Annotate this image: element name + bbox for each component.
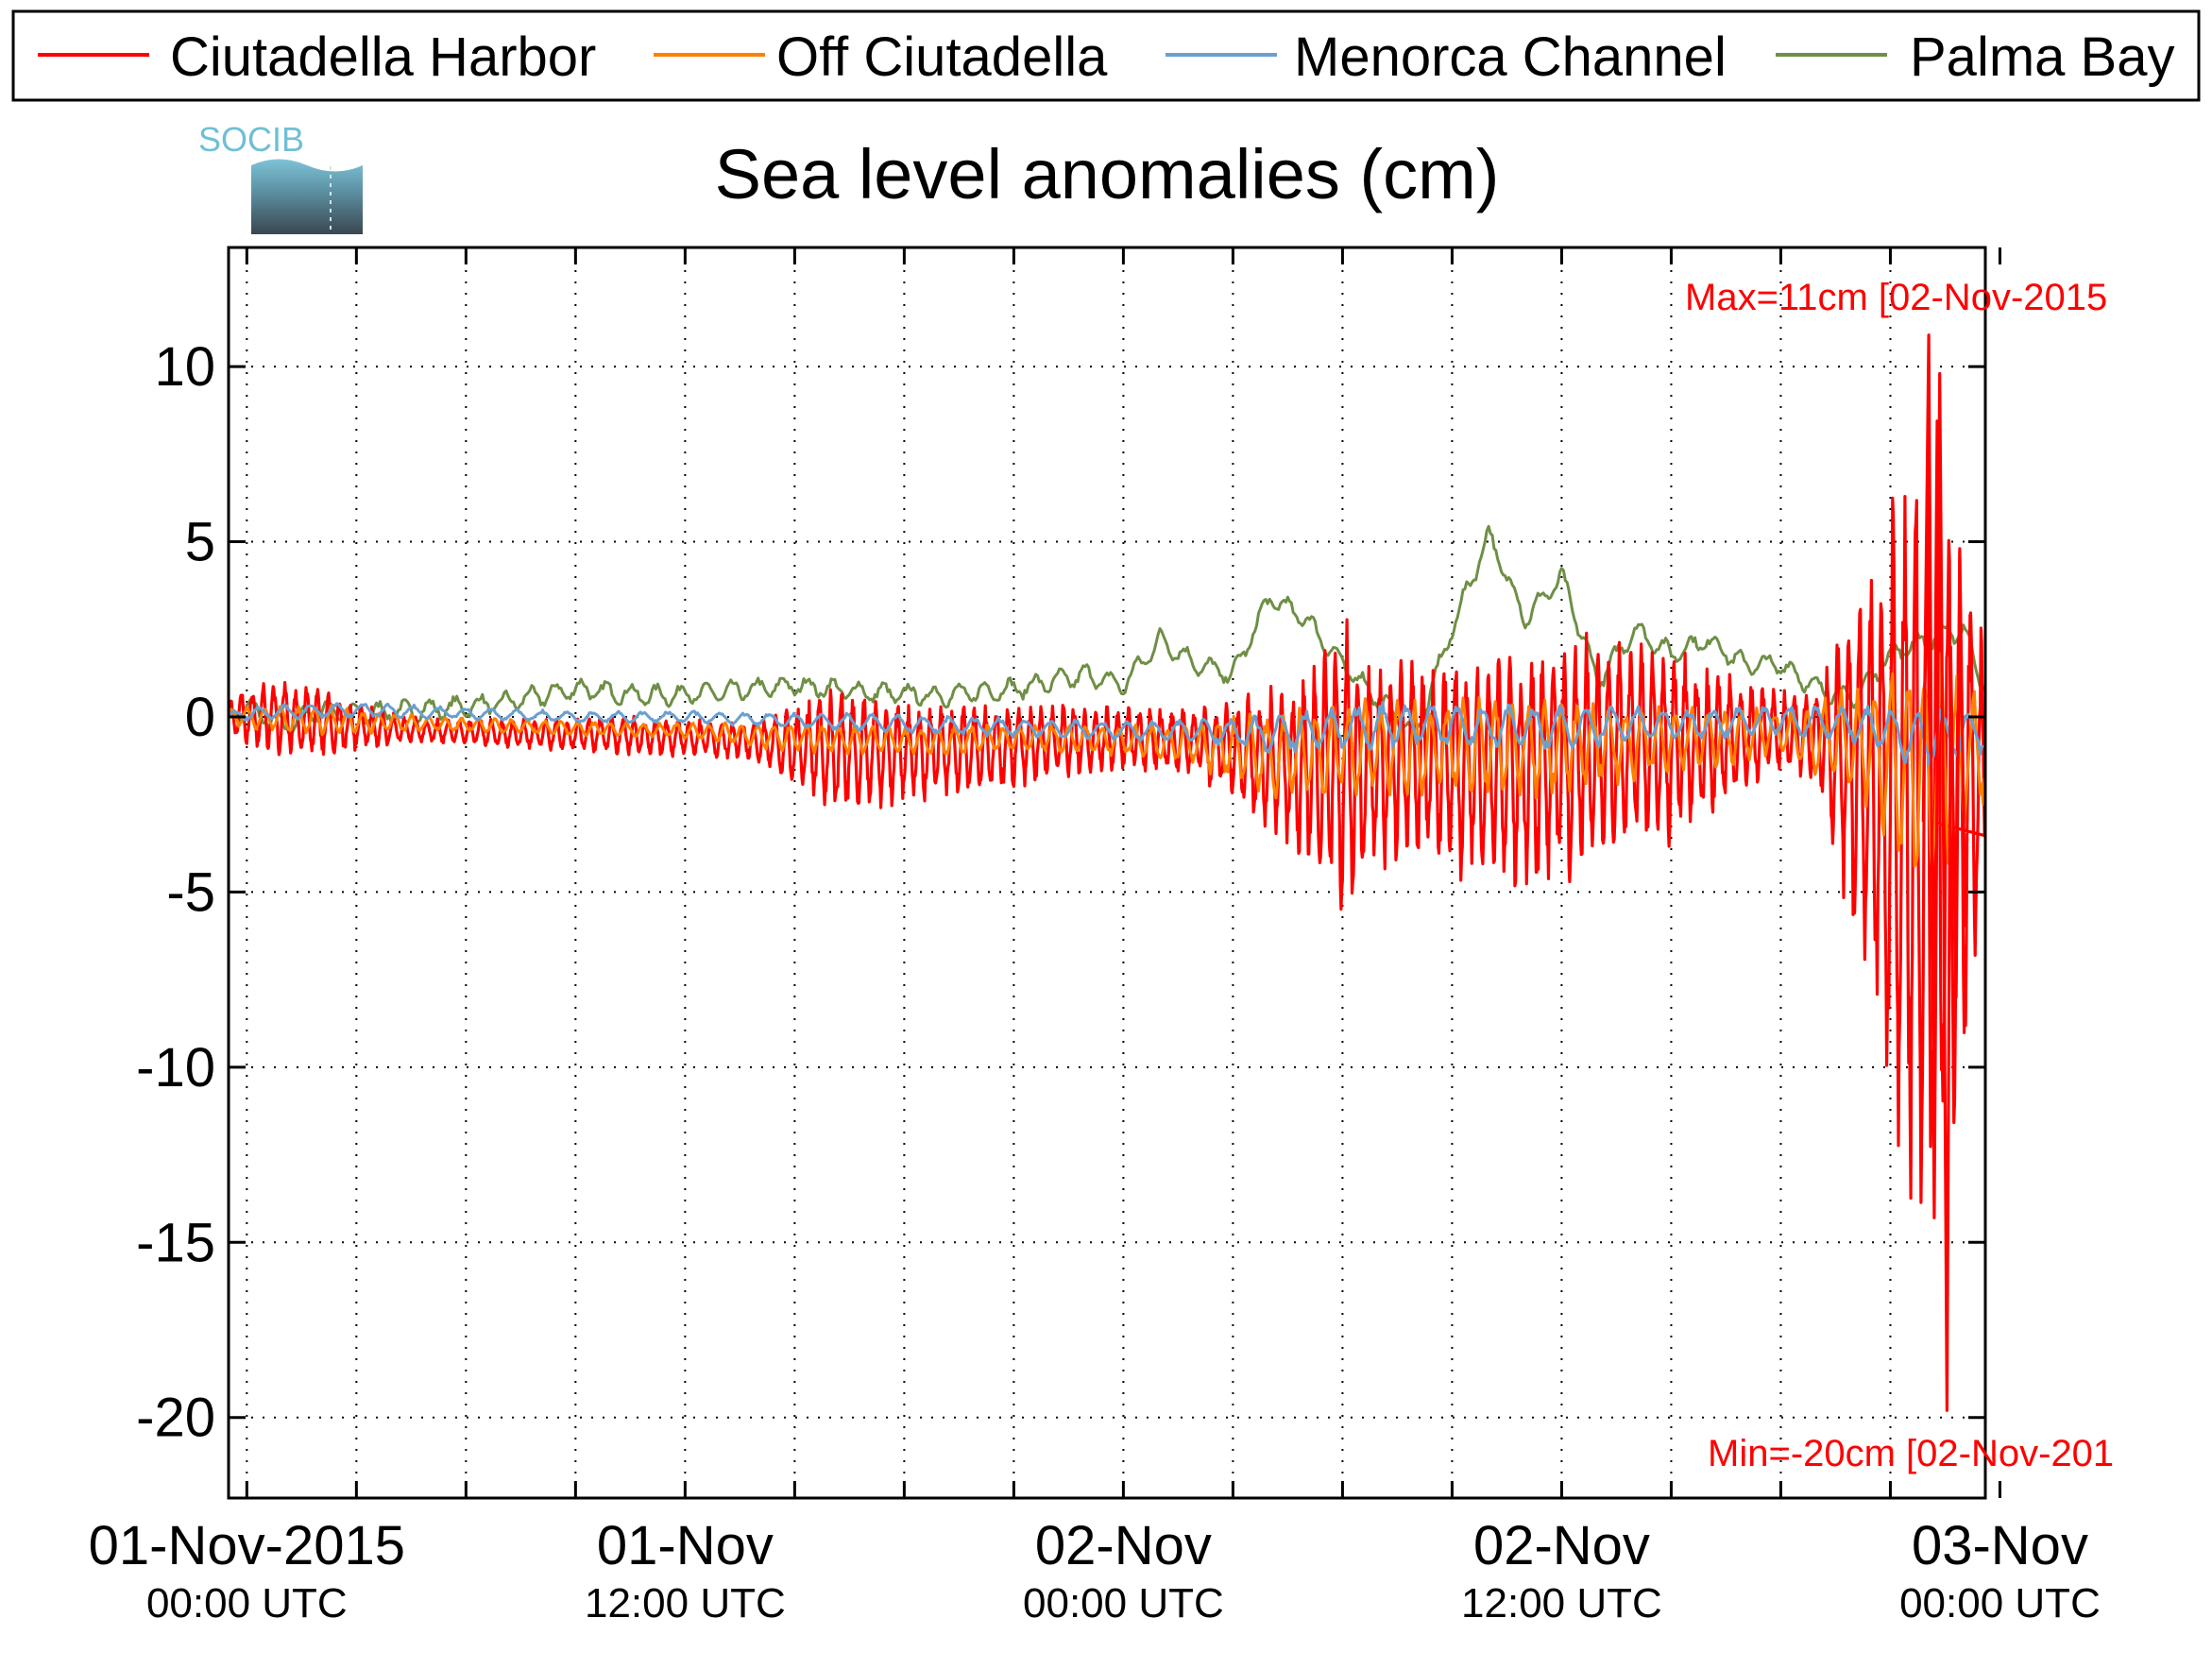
x-tick-label-time: 12:00 UTC (585, 1580, 786, 1626)
y-tick-label: 5 (185, 512, 215, 573)
legend: Ciutadella Harbor Off Ciutadella Menorca… (11, 9, 2201, 102)
y-tick-label: -15 (136, 1212, 215, 1273)
x-tick-label-time: 00:00 UTC (1023, 1580, 1224, 1626)
x-tick-label-date: 03-Nov (1912, 1515, 2088, 1576)
x-tick-label-date: 02-Nov (1035, 1515, 1212, 1576)
x-tick-label-date: 02-Nov (1473, 1515, 1650, 1576)
legend-label-palma-bay: Palma Bay (1910, 26, 2174, 88)
x-tick-label-time: 00:00 UTC (146, 1580, 348, 1626)
series-extremes-ciutadella-harbor (1921, 333, 1967, 1412)
x-tick-label-date: 01-Nov (597, 1515, 774, 1576)
y-tick-label: 10 (154, 336, 215, 398)
y-tick-label: -20 (136, 1388, 215, 1449)
legend-label-menorca-channel: Menorca Channel (1294, 26, 1727, 88)
socib-logo: SOCIB (198, 120, 363, 234)
axis-ticks (229, 247, 2001, 1498)
socib-logo-block (251, 159, 363, 234)
legend-label-off-ciutadella: Off Ciutadella (776, 26, 1108, 88)
y-tick-label: -10 (136, 1037, 215, 1098)
series-line-ciutadella-harbor (229, 419, 1985, 1204)
annotation-min: Min=-20cm [02-Nov-201 (1708, 1433, 2114, 1474)
x-tick-label-date: 01-Nov-2015 (89, 1515, 405, 1576)
y-tick-label: 0 (185, 687, 215, 748)
socib-logo-text: SOCIB (198, 120, 304, 159)
y-tick-label: -5 (166, 861, 215, 923)
plot-frame (227, 246, 1987, 1500)
series-line-menorca-channel (229, 700, 1985, 766)
x-tick-label-time: 00:00 UTC (1899, 1580, 2101, 1626)
series-line-palma-bay (229, 524, 1985, 737)
chart-title: Sea level anomalies (cm) (715, 135, 1500, 213)
series-layer (229, 333, 1985, 1412)
socib-logo-wave (251, 159, 363, 172)
series-line-off-ciutadella (229, 652, 1985, 868)
annotation-max: Max=11cm [02-Nov-2015 (1685, 277, 2107, 318)
grid (229, 247, 1985, 1498)
x-tick-label-time: 12:00 UTC (1461, 1580, 1662, 1626)
legend-label-ciutadella-harbor: Ciutadella Harbor (170, 26, 596, 88)
